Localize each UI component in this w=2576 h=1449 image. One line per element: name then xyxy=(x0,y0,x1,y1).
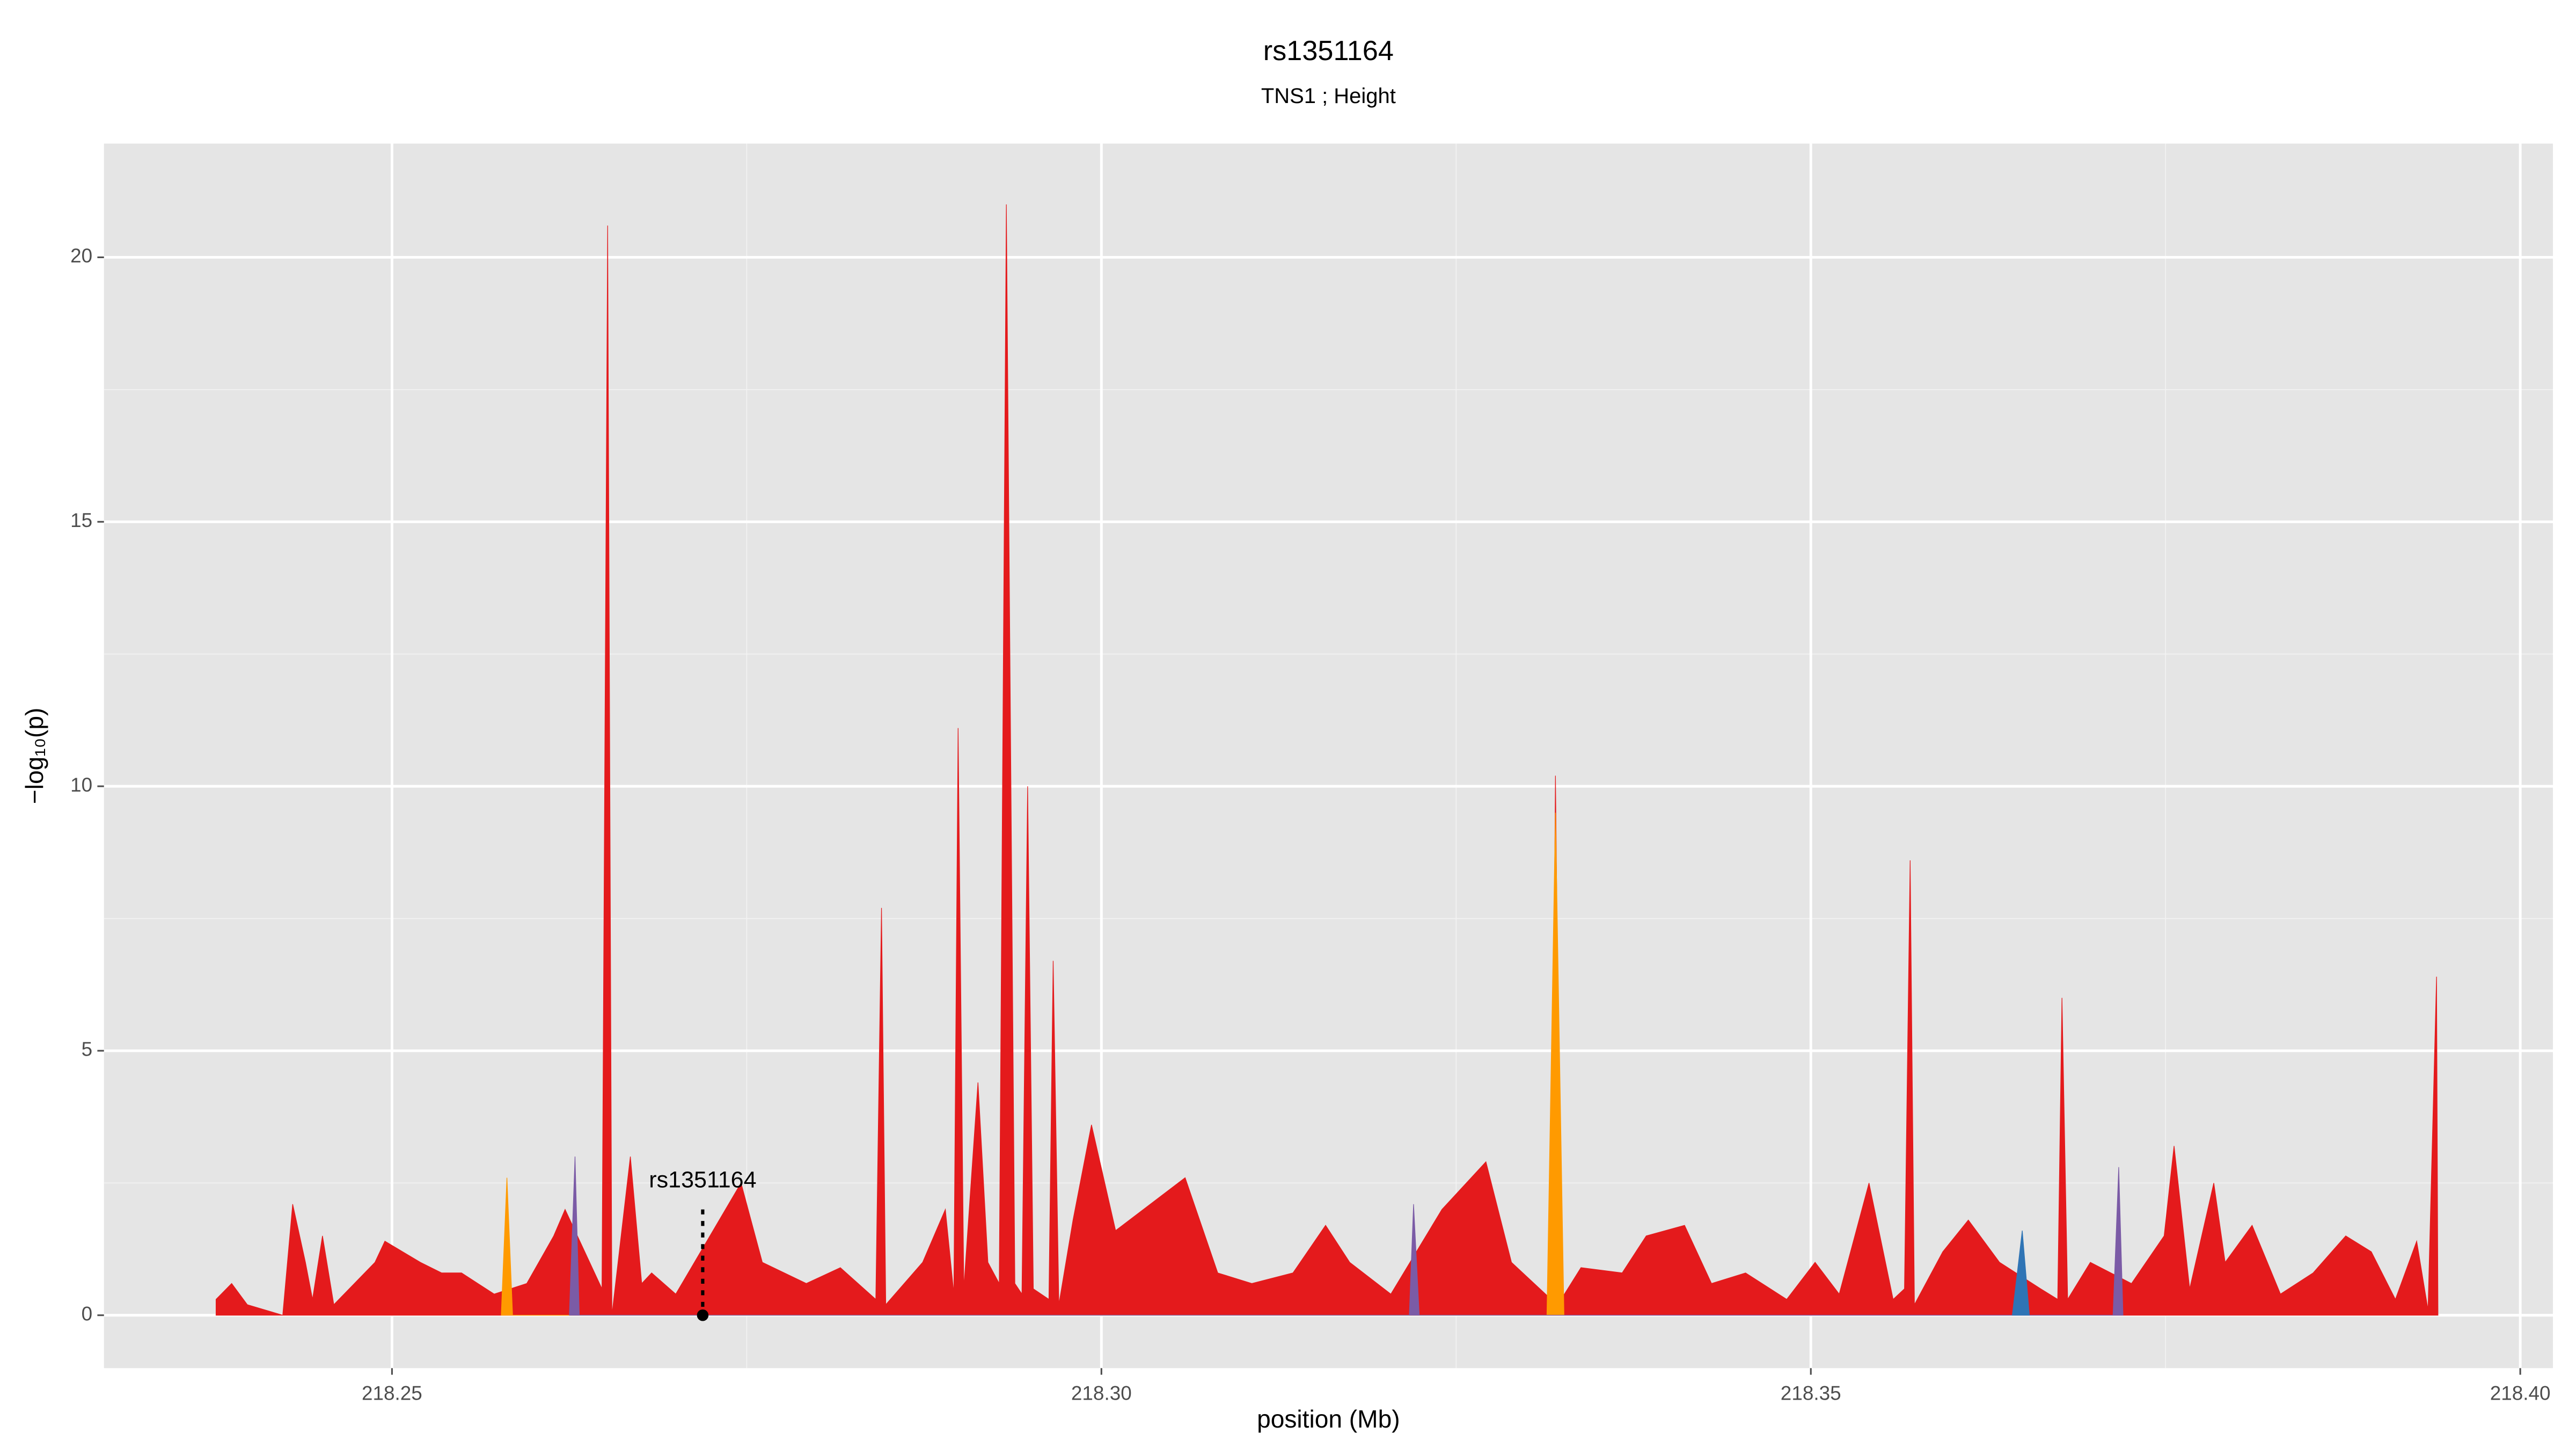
annotation-label: rs1351164 xyxy=(649,1167,756,1193)
x-tick-label: 218.35 xyxy=(1781,1382,1841,1404)
annotation-point xyxy=(697,1309,709,1321)
x-tick-label: 218.40 xyxy=(2490,1382,2551,1404)
y-axis-label: −log₁₀(p) xyxy=(20,708,48,804)
y-tick-label: 5 xyxy=(82,1038,93,1060)
panel xyxy=(104,143,2553,1368)
x-tick-label: 218.25 xyxy=(362,1382,422,1404)
area xyxy=(215,204,2439,1316)
chart-title: rs1351164 xyxy=(1263,35,1394,67)
x-axis-label: position (Mb) xyxy=(1257,1405,1400,1433)
marks: rs1351164 xyxy=(215,204,2439,1321)
y-tick-label: 0 xyxy=(82,1303,93,1325)
area xyxy=(569,1157,2124,1316)
x-tick-label: 218.30 xyxy=(1071,1382,1132,1404)
y-tick-label: 10 xyxy=(70,774,92,796)
y-tick-label: 20 xyxy=(70,245,92,267)
area xyxy=(2011,1230,2030,1316)
chart-subtitle: TNS1 ; Height xyxy=(1261,84,1396,108)
y-tick-label: 15 xyxy=(70,509,92,531)
